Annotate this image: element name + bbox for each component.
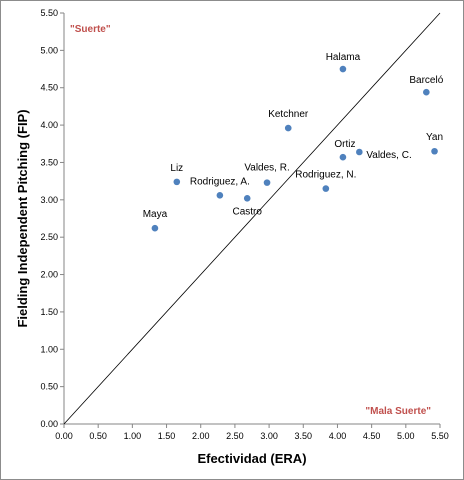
- data-point: [339, 65, 347, 73]
- point-label: Yan: [426, 132, 443, 143]
- x-tick-label: 3.00: [260, 431, 278, 441]
- reference-line-group: [63, 12, 441, 425]
- annotation-mala-suerte: "Mala Suerte": [365, 406, 431, 417]
- data-point: [243, 195, 251, 202]
- x-tick-label: 5.50: [431, 431, 449, 441]
- point-label: Rodriguez, N.: [295, 170, 356, 181]
- x-tick-label: 3.50: [295, 431, 313, 441]
- y-tick-label: 5.00: [40, 45, 58, 55]
- x-tick-label: 1.00: [124, 431, 142, 441]
- x-tick-label: 2.50: [226, 431, 244, 441]
- y-tick-label: 0.50: [40, 382, 58, 392]
- point-label: Valdes, R.: [244, 163, 289, 174]
- y-tick-label: 1.00: [40, 344, 58, 354]
- data-point: [216, 192, 224, 199]
- y-tick-label: 0.00: [40, 419, 58, 429]
- data-point: [263, 179, 271, 186]
- point-label: Castro: [232, 206, 262, 217]
- data-point: [173, 178, 181, 186]
- data-point: [151, 224, 159, 232]
- y-tick-label: 2.00: [40, 270, 58, 280]
- data-point: [322, 185, 330, 192]
- point-label: Valdes, C.: [366, 150, 411, 161]
- tick-labels: 0.00 0.50 1.00 1.50 2.00 2.50 3.00 3.50 4.00 4.50…: [40, 8, 448, 441]
- y-axis-title: Fielding Independent Pitching (FIP): [15, 109, 30, 327]
- point-labels: Halama Barceló Ketchner Yan Ortiz Valdes, C. L…: [143, 52, 444, 220]
- point-label: Rodriguez, A.: [190, 176, 250, 187]
- y-tick-label: 4.00: [40, 120, 58, 130]
- point-label: Liz: [170, 163, 183, 174]
- y-tick-label: 4.50: [40, 83, 58, 93]
- x-axis-title: Efectividad (ERA): [197, 451, 306, 466]
- y-tick-label: 3.50: [40, 157, 58, 167]
- point-label: Barceló: [409, 75, 443, 86]
- data-point: [284, 124, 292, 132]
- data-points: [151, 65, 438, 232]
- data-point: [423, 88, 430, 96]
- point-label: Maya: [143, 209, 168, 220]
- annotation-suerte: "Suerte": [70, 24, 111, 35]
- point-label: Ketchner: [268, 109, 309, 120]
- data-point: [339, 153, 347, 161]
- x-tick-label: 1.50: [158, 431, 176, 441]
- x-tick-label: 4.50: [363, 431, 381, 441]
- x-tick-label: 0.50: [89, 431, 107, 441]
- x-tick-label: 4.00: [329, 431, 347, 441]
- y-tick-label: 5.50: [40, 8, 58, 18]
- x-tick-label: 0.00: [55, 431, 73, 441]
- point-label: Ortiz: [334, 139, 355, 150]
- x-tick-label: 2.00: [192, 431, 210, 441]
- point-label: Halama: [326, 52, 361, 63]
- y-tick-label: 1.50: [40, 307, 58, 317]
- y-tick-label: 2.50: [40, 232, 58, 242]
- reference-line: [63, 12, 441, 425]
- y-tick-label: 3.00: [40, 195, 58, 205]
- axes: [60, 12, 441, 428]
- data-point: [356, 148, 363, 156]
- x-tick-label: 5.00: [397, 431, 415, 441]
- data-point: [431, 147, 438, 155]
